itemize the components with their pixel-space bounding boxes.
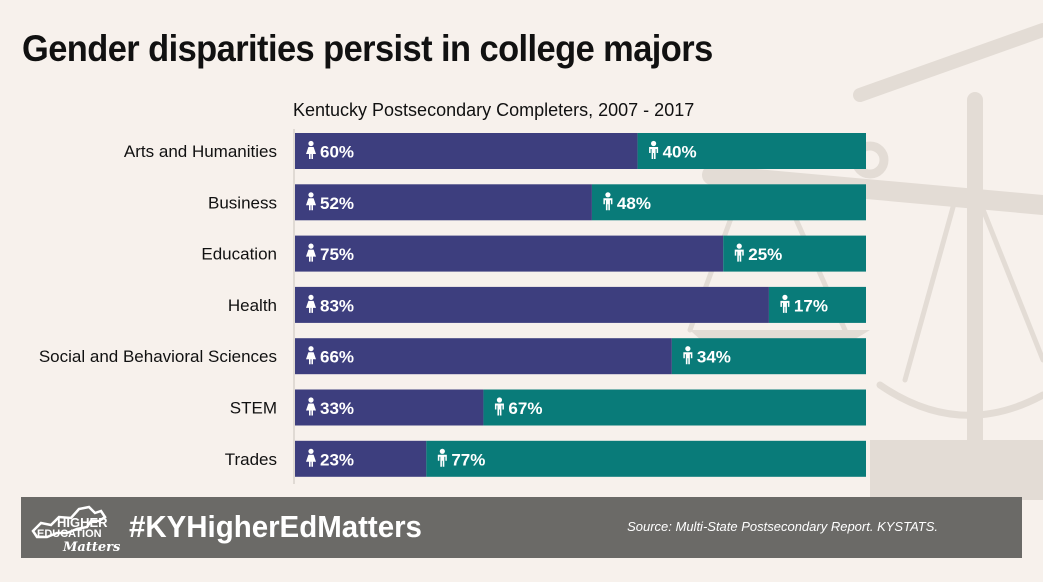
female-bar-trades — [295, 440, 427, 477]
male-person-icon — [649, 140, 659, 159]
stacked-bar-chart: Arts and Humanities 60% 40% Business 52% 48% E… — [39, 129, 866, 484]
female-value-label-arts-and-humanities: 60% — [320, 143, 354, 162]
female-person-icon — [306, 346, 316, 365]
category-label-health: Health — [228, 296, 277, 315]
category-label-stem: STEM — [230, 399, 277, 418]
male-person-icon — [780, 294, 790, 313]
male-bar-stem — [483, 389, 866, 426]
male-value-label-stem: 67% — [508, 399, 542, 418]
female-value-label-health: 83% — [320, 296, 354, 315]
female-bar-health — [295, 286, 769, 323]
male-person-icon — [494, 397, 504, 416]
source-note: Source: Multi-State Postsecondary Report… — [627, 519, 938, 534]
male-value-label-trades: 77% — [451, 450, 485, 469]
female-person-icon — [306, 294, 316, 313]
male-bar-social-and-behavioral-sciences — [671, 338, 866, 375]
female-person-icon — [306, 192, 316, 211]
male-value-label-health: 17% — [794, 296, 828, 315]
female-value-label-stem: 33% — [320, 399, 354, 418]
female-bar-business — [295, 184, 592, 221]
footer-bar: HIGHER EDUCATION Matters #KYHigherEdMatt… — [21, 497, 1022, 558]
male-bar-trades — [426, 440, 866, 477]
female-value-label-trades: 23% — [320, 450, 354, 469]
logo-line-matters: Matters — [63, 540, 121, 555]
female-value-label-business: 52% — [320, 194, 354, 213]
category-label-social-and-behavioral-sciences: Social and Behavioral Sciences — [39, 347, 277, 366]
logo-line-education: EDUCATION — [37, 528, 102, 540]
male-person-icon — [734, 243, 744, 262]
male-value-label-social-and-behavioral-sciences: 34% — [697, 348, 731, 367]
female-bar-arts-and-humanities — [295, 133, 638, 169]
category-label-arts-and-humanities: Arts and Humanities — [124, 142, 277, 161]
female-person-icon — [306, 140, 316, 159]
female-person-icon — [306, 448, 316, 467]
female-bar-education — [295, 235, 724, 272]
female-bar-social-and-behavioral-sciences — [295, 338, 672, 375]
male-person-icon — [603, 192, 613, 211]
female-value-label-education: 75% — [320, 245, 354, 264]
kentucky-outline-icon — [31, 505, 107, 539]
male-bar-business — [591, 184, 866, 221]
male-value-label-business: 48% — [617, 194, 651, 213]
male-bar-education — [723, 235, 866, 272]
category-label-business: Business — [208, 193, 277, 212]
category-label-education: Education — [201, 245, 277, 264]
male-value-label-education: 25% — [748, 245, 782, 264]
category-label-trades: Trades — [225, 450, 277, 469]
male-person-icon — [437, 448, 447, 467]
logo-line-higher: HIGHER — [57, 515, 108, 530]
male-value-label-arts-and-humanities: 40% — [663, 143, 697, 162]
hashtag: #KYHigherEdMatters — [129, 509, 422, 544]
chart-title: Gender disparities persist in college ma… — [22, 28, 713, 69]
female-bar-stem — [295, 389, 484, 426]
male-bar-arts-and-humanities — [637, 133, 866, 169]
higher-education-matters-logo: HIGHER EDUCATION Matters — [27, 501, 137, 555]
male-person-icon — [683, 346, 693, 365]
chart-subtitle: Kentucky Postsecondary Completers, 2007 … — [293, 100, 695, 120]
female-value-label-social-and-behavioral-sciences: 66% — [320, 348, 354, 367]
female-person-icon — [306, 243, 316, 262]
female-person-icon — [306, 397, 316, 416]
